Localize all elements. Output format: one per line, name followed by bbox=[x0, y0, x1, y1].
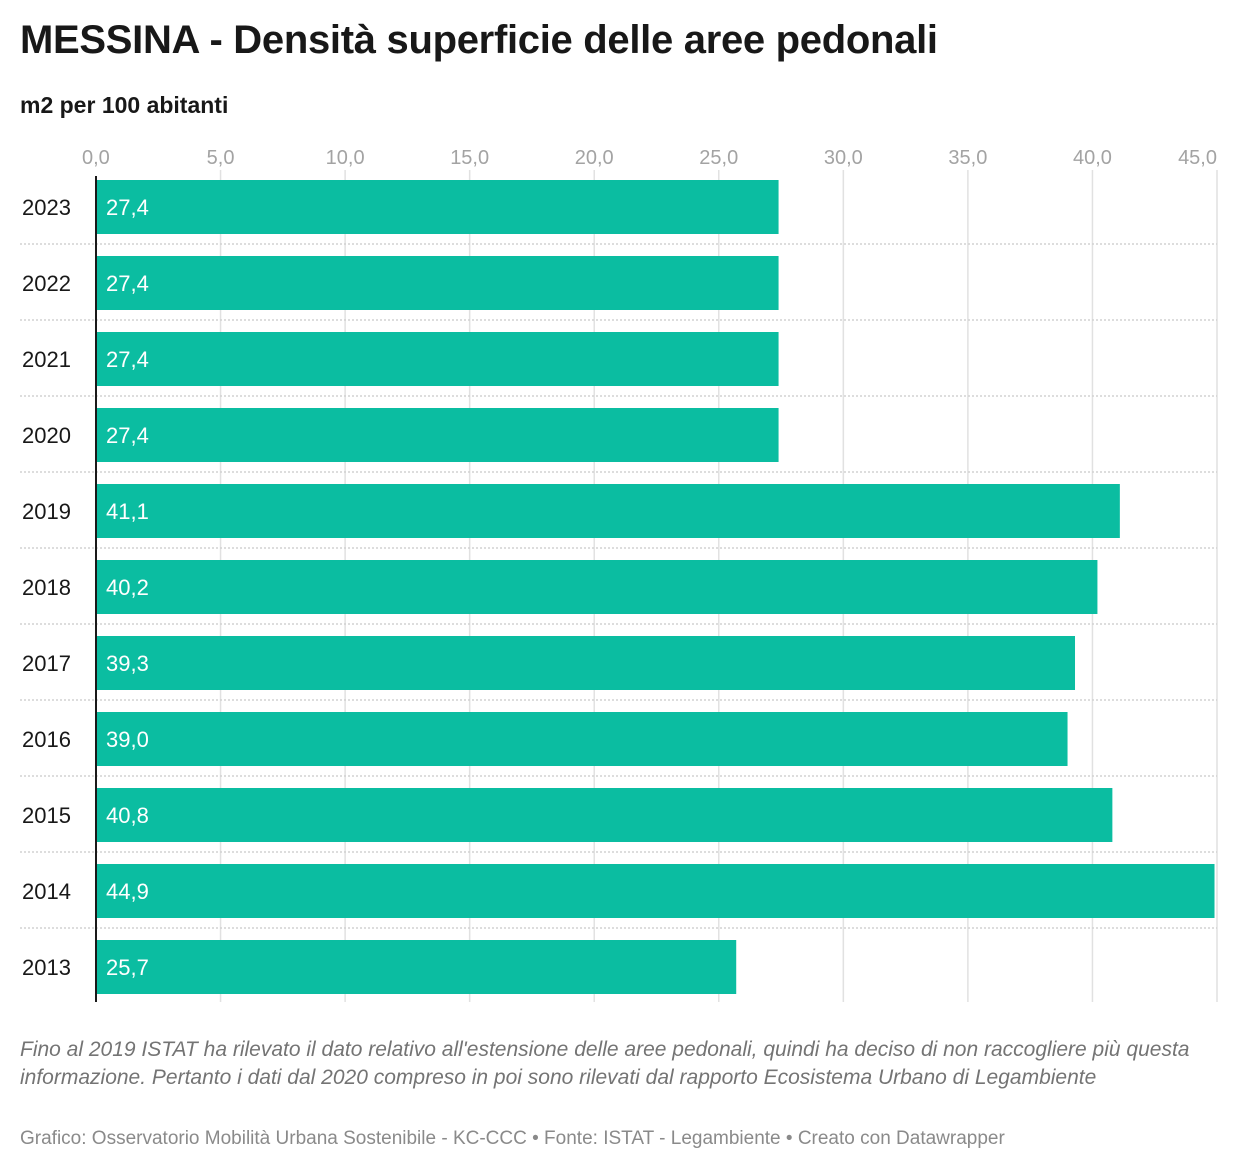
category-label: 2014 bbox=[22, 879, 71, 904]
bar bbox=[96, 560, 1098, 614]
category-label: 2018 bbox=[22, 575, 71, 600]
bar-chart: 0,0 5,0 10,0 15,0 20,0 25,0 30,0 35,0 40,0 45,0 20… bbox=[20, 147, 1218, 1002]
bar-value-label: 27,4 bbox=[106, 423, 149, 448]
category-label: 2021 bbox=[22, 347, 71, 372]
x-tick-label: 5,0 bbox=[207, 147, 235, 169]
bar-value-label: 39,0 bbox=[106, 727, 149, 752]
bar bbox=[96, 332, 779, 386]
bar bbox=[96, 864, 1215, 918]
bar-value-label: 25,7 bbox=[106, 955, 149, 980]
bar-value-label: 39,3 bbox=[106, 651, 149, 676]
bar bbox=[96, 408, 779, 462]
bar-value-label: 41,1 bbox=[106, 499, 149, 524]
x-tick-label: 40,0 bbox=[1073, 147, 1112, 169]
bar-value-label: 44,9 bbox=[106, 879, 149, 904]
x-tick-label: 20,0 bbox=[575, 147, 614, 169]
bar-value-label: 27,4 bbox=[106, 195, 149, 220]
chart-title: MESSINA - Densità superficie delle aree … bbox=[20, 18, 938, 62]
bar-value-label: 27,4 bbox=[106, 347, 149, 372]
category-label: 2023 bbox=[22, 195, 71, 220]
bar bbox=[96, 636, 1076, 690]
category-label: 2015 bbox=[22, 803, 71, 828]
x-tick-label: 15,0 bbox=[450, 147, 489, 169]
chart-footer: Grafico: Osservatorio Mobilità Urbana So… bbox=[20, 1128, 1005, 1149]
bar bbox=[96, 940, 737, 994]
category-label: 2019 bbox=[22, 499, 71, 524]
bar-value-label: 40,2 bbox=[106, 575, 149, 600]
chart-subtitle: m2 per 100 abitanti bbox=[20, 92, 229, 118]
x-tick-label: 45,0 bbox=[1178, 147, 1217, 169]
x-tick-label: 35,0 bbox=[948, 147, 987, 169]
chart-note: Fino al 2019 ISTAT ha rilevato il dato r… bbox=[20, 1038, 1190, 1089]
bar bbox=[96, 256, 779, 310]
category-label: 2017 bbox=[22, 651, 71, 676]
bar bbox=[96, 180, 779, 234]
bar bbox=[96, 484, 1120, 538]
x-tick-label: 10,0 bbox=[326, 147, 365, 169]
category-label: 2013 bbox=[22, 955, 71, 980]
bar bbox=[96, 788, 1113, 842]
bar bbox=[96, 712, 1068, 766]
category-label: 2020 bbox=[22, 423, 71, 448]
x-tick-label: 25,0 bbox=[699, 147, 738, 169]
x-tick-label: 30,0 bbox=[824, 147, 863, 169]
category-label: 2016 bbox=[22, 727, 71, 752]
bar-value-label: 27,4 bbox=[106, 271, 149, 296]
bar-value-label: 40,8 bbox=[106, 803, 149, 828]
category-label: 2022 bbox=[22, 271, 71, 296]
x-tick-label: 0,0 bbox=[82, 147, 110, 169]
